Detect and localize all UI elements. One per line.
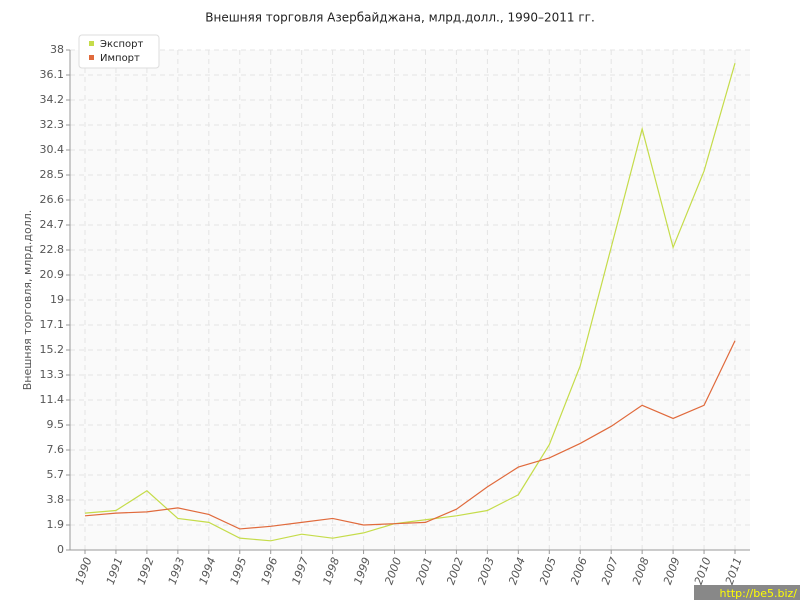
y-tick-label: 13.3 xyxy=(40,368,65,381)
legend xyxy=(78,34,160,69)
y-tick-label: 26.6 xyxy=(40,193,65,206)
x-tick-label: 2010 xyxy=(692,556,714,587)
legend-label: Экспорт xyxy=(100,39,144,50)
chart-title: Внешняя торговля Азербайджана, млрд.долл… xyxy=(205,11,595,25)
legend-swatch xyxy=(89,55,94,60)
x-tick-label: 1995 xyxy=(228,556,250,587)
x-tick-label: 1996 xyxy=(259,556,281,587)
x-tick-label: 1992 xyxy=(135,556,157,587)
x-tick-label: 2000 xyxy=(382,556,404,587)
x-tick-label: 2009 xyxy=(661,556,683,587)
watermark: http://be5.biz/ xyxy=(720,587,798,600)
plot-area xyxy=(70,50,750,550)
x-tick-label: 2001 xyxy=(413,556,435,587)
y-tick-label: 19 xyxy=(50,293,64,306)
watermark-bg xyxy=(694,585,800,600)
x-tick-label: 2004 xyxy=(506,556,528,587)
y-tick-label: 7.6 xyxy=(47,443,65,456)
y-tick-label: 9.5 xyxy=(47,418,65,431)
y-tick-label: 15.2 xyxy=(40,343,65,356)
x-tick-label: 2008 xyxy=(630,556,652,587)
x-tick-label: 2002 xyxy=(444,556,466,587)
y-tick-label: 17.1 xyxy=(40,318,65,331)
x-tick-label: 1993 xyxy=(166,556,188,587)
y-tick-label: 11.4 xyxy=(40,393,65,406)
legend-swatch xyxy=(89,41,94,46)
legend-label: Импорт xyxy=(100,53,140,64)
y-tick-label: 20.9 xyxy=(40,268,65,281)
y-axis-title: Внешняя торговля, млрд.долл. xyxy=(21,210,34,391)
x-tick-label: 1991 xyxy=(104,556,126,587)
y-tick-label: 0 xyxy=(57,543,64,556)
x-tick-label: 2011 xyxy=(723,556,745,587)
series-line xyxy=(84,62,736,542)
x-tick-label: 2003 xyxy=(475,556,497,587)
y-tick-label: 24.7 xyxy=(40,218,65,231)
y-tick-label: 30.4 xyxy=(40,143,65,156)
y-tick-label: 1.9 xyxy=(47,518,65,531)
x-tick-label: 2005 xyxy=(537,556,559,587)
y-tick-label: 34.2 xyxy=(40,93,65,106)
x-tick-label: 1997 xyxy=(290,556,312,587)
y-tick-label: 36.1 xyxy=(40,68,65,81)
x-tick-label: 1998 xyxy=(320,556,342,587)
y-tick-label: 3.8 xyxy=(47,493,65,506)
y-tick-label: 22.8 xyxy=(40,243,65,256)
x-tick-label: 1999 xyxy=(351,556,373,587)
series-line xyxy=(84,340,736,530)
x-tick-label: 2007 xyxy=(599,556,621,587)
y-tick-label: 38 xyxy=(50,43,64,56)
x-tick-label: 2006 xyxy=(568,556,590,587)
x-tick-label: 1990 xyxy=(73,556,95,587)
x-tick-label: 1994 xyxy=(197,556,219,587)
y-tick-label: 5.7 xyxy=(47,468,65,481)
y-tick-label: 32.3 xyxy=(40,118,65,131)
y-tick-label: 28.5 xyxy=(40,168,65,181)
